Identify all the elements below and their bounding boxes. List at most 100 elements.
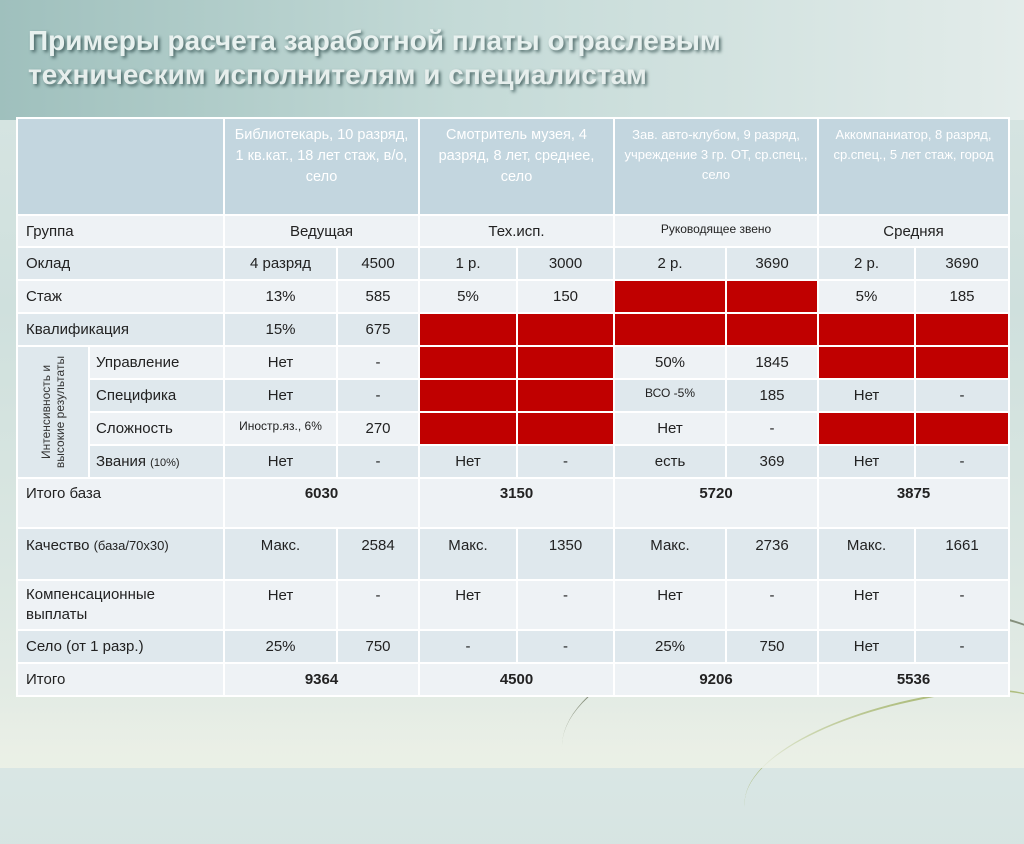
row-label: Звания (10%) (88, 444, 225, 479)
table-cell: - (724, 579, 820, 631)
table-cell-red: - (724, 279, 820, 314)
table-cell: - (336, 444, 420, 479)
table-cell: 9364 (223, 662, 420, 697)
table-cell: 2584 (336, 527, 420, 581)
row-label: Группа (16, 214, 225, 248)
table-cell: 4500 (418, 662, 615, 697)
table-row-zvaniya: Звания (10%) Нет - Нет - есть 369 Нет - (17, 444, 1011, 479)
column-header-1: Библиотекарь, 10 разряд, 1 кв.кат., 18 л… (223, 117, 420, 216)
header-row: Библиотекарь, 10 разряд, 1 кв.кат., 18 л… (16, 117, 1011, 216)
table-cell-red: - (914, 411, 1011, 446)
row-label-text: Звания (96, 453, 146, 470)
table-cell: 25% (613, 629, 727, 664)
table-cell: есть (613, 444, 727, 479)
table-cell: 50% (613, 345, 727, 380)
table-cell: - (516, 444, 615, 479)
row-label-note: (база/70х30) (93, 538, 169, 553)
row-label: Итого база (16, 477, 225, 529)
table-cell: - (914, 629, 1011, 664)
table-cell: 9206 (612, 662, 820, 697)
table-cell-red: - (516, 411, 615, 446)
table-row-kompensacionnye: Компенсационные выплаты Нет - Нет - Нет … (16, 579, 1011, 631)
table-cell: Средняя (817, 214, 1011, 248)
table-cell: - (914, 444, 1011, 479)
row-label-note: (10%) (150, 457, 180, 469)
table-cell: Ведущая (223, 214, 420, 248)
table-cell: 6030 (223, 477, 420, 529)
table-cell-red: - (418, 345, 518, 380)
table-cell-red: - (817, 411, 917, 446)
table-cell: 25% (223, 629, 338, 664)
table-cell: 675 (336, 312, 420, 347)
column-header-2: Смотритель музея, 4 разряд, 8 лет, средн… (418, 117, 615, 216)
table-cell: 1845 (724, 345, 820, 380)
background-band (0, 0, 1024, 120)
group-label: Интенсивность и высокие результаты (39, 355, 67, 469)
table-cell: 185 (914, 279, 1011, 314)
table-cell: - (724, 411, 820, 446)
table-cell: Нет (817, 444, 917, 479)
table-cell: - (336, 378, 420, 413)
table-cell: Нет (418, 444, 518, 479)
table-cell: Руководящее звено (612, 214, 820, 248)
table-cell-red: - (914, 345, 1011, 380)
decorative-stripe (0, 700, 1024, 768)
table-cell-red: - (724, 312, 820, 347)
table-cell: - (418, 629, 518, 664)
table-row-itogo-baza: Итого база 6030 3150 5720 3875 (16, 477, 1011, 529)
row-label: Оклад (16, 246, 225, 281)
row-label: Специфика (88, 378, 225, 413)
table-cell-red: - (418, 378, 518, 413)
row-label: Качество (база/70х30) (16, 527, 225, 581)
wage-table: Библиотекарь, 10 разряд, 1 кв.кат., 18 л… (16, 117, 1011, 697)
row-label: Управление (88, 345, 225, 380)
table-cell: 5536 (817, 662, 1011, 697)
table-cell-red: - (817, 312, 917, 347)
table-cell: Нет (223, 378, 338, 413)
table-cell: 3000 (516, 246, 615, 281)
table-cell: 1661 (914, 527, 1011, 581)
table-cell: Нет (817, 378, 917, 413)
column-header-4: Аккомпаниатор, 8 разряд, ср.спец., 5 лет… (817, 117, 1011, 216)
table-cell: - (336, 579, 420, 631)
table-cell: 5% (418, 279, 518, 314)
table-cell: Тех.исп. (418, 214, 615, 248)
table-cell: Макс. (223, 527, 338, 581)
table-cell: 3150 (418, 477, 615, 529)
table-cell: 3690 (914, 246, 1011, 281)
table-cell: Нет (418, 579, 518, 631)
table-cell: 4500 (336, 246, 420, 281)
table-cell: Нет (817, 579, 917, 631)
table-cell-red: - (613, 312, 727, 347)
table-cell: 585 (336, 279, 420, 314)
table-row-selo: Село (от 1 разр.) 25% 750 - - 25% 750 Не… (16, 629, 1011, 664)
table-row-slozhnost: Сложность Иностр.яз., 6% 270 - - Нет - -… (17, 411, 1011, 446)
table-cell: Иностр.яз., 6% (223, 411, 338, 446)
header-corner (16, 117, 225, 216)
table-cell: 270 (336, 411, 420, 446)
table-cell: ВСО -5% (613, 378, 727, 413)
group-label-cell: Интенсивность и высокие результаты (16, 345, 90, 479)
table-row-upravlenie: Интенсивность и высокие результаты Управ… (16, 345, 1011, 479)
table-cell-red: - (418, 312, 518, 347)
table-cell: - (516, 629, 615, 664)
table-cell-red: - (516, 345, 615, 380)
table-cell: 150 (516, 279, 615, 314)
table-cell: Макс. (817, 527, 917, 581)
table-row-itogo: Итого 9364 4500 9206 5536 (16, 662, 1011, 697)
column-header-3: Зав. авто-клубом, 9 разряд, учреждение 3… (612, 117, 820, 216)
table-cell: 5720 (612, 477, 820, 529)
table-cell: 750 (724, 629, 820, 664)
table-cell: Нет (817, 629, 917, 664)
table-cell: - (336, 345, 420, 380)
row-label: Стаж (16, 279, 225, 314)
title-line-1: Примеры расчета заработной платы отрасле… (28, 25, 721, 56)
table-cell-red: - (914, 312, 1011, 347)
table-cell: 369 (724, 444, 820, 479)
table-cell: 1 р. (418, 246, 518, 281)
table-row-kachestvo: Качество (база/70х30) Макс. 2584 Макс. 1… (16, 527, 1011, 581)
table-cell: 185 (724, 378, 820, 413)
table-cell-red: - (613, 279, 727, 314)
table-cell: - (914, 378, 1011, 413)
table-row-oklad: Оклад 4 разряд 4500 1 р. 3000 2 р. 3690 … (16, 246, 1011, 281)
